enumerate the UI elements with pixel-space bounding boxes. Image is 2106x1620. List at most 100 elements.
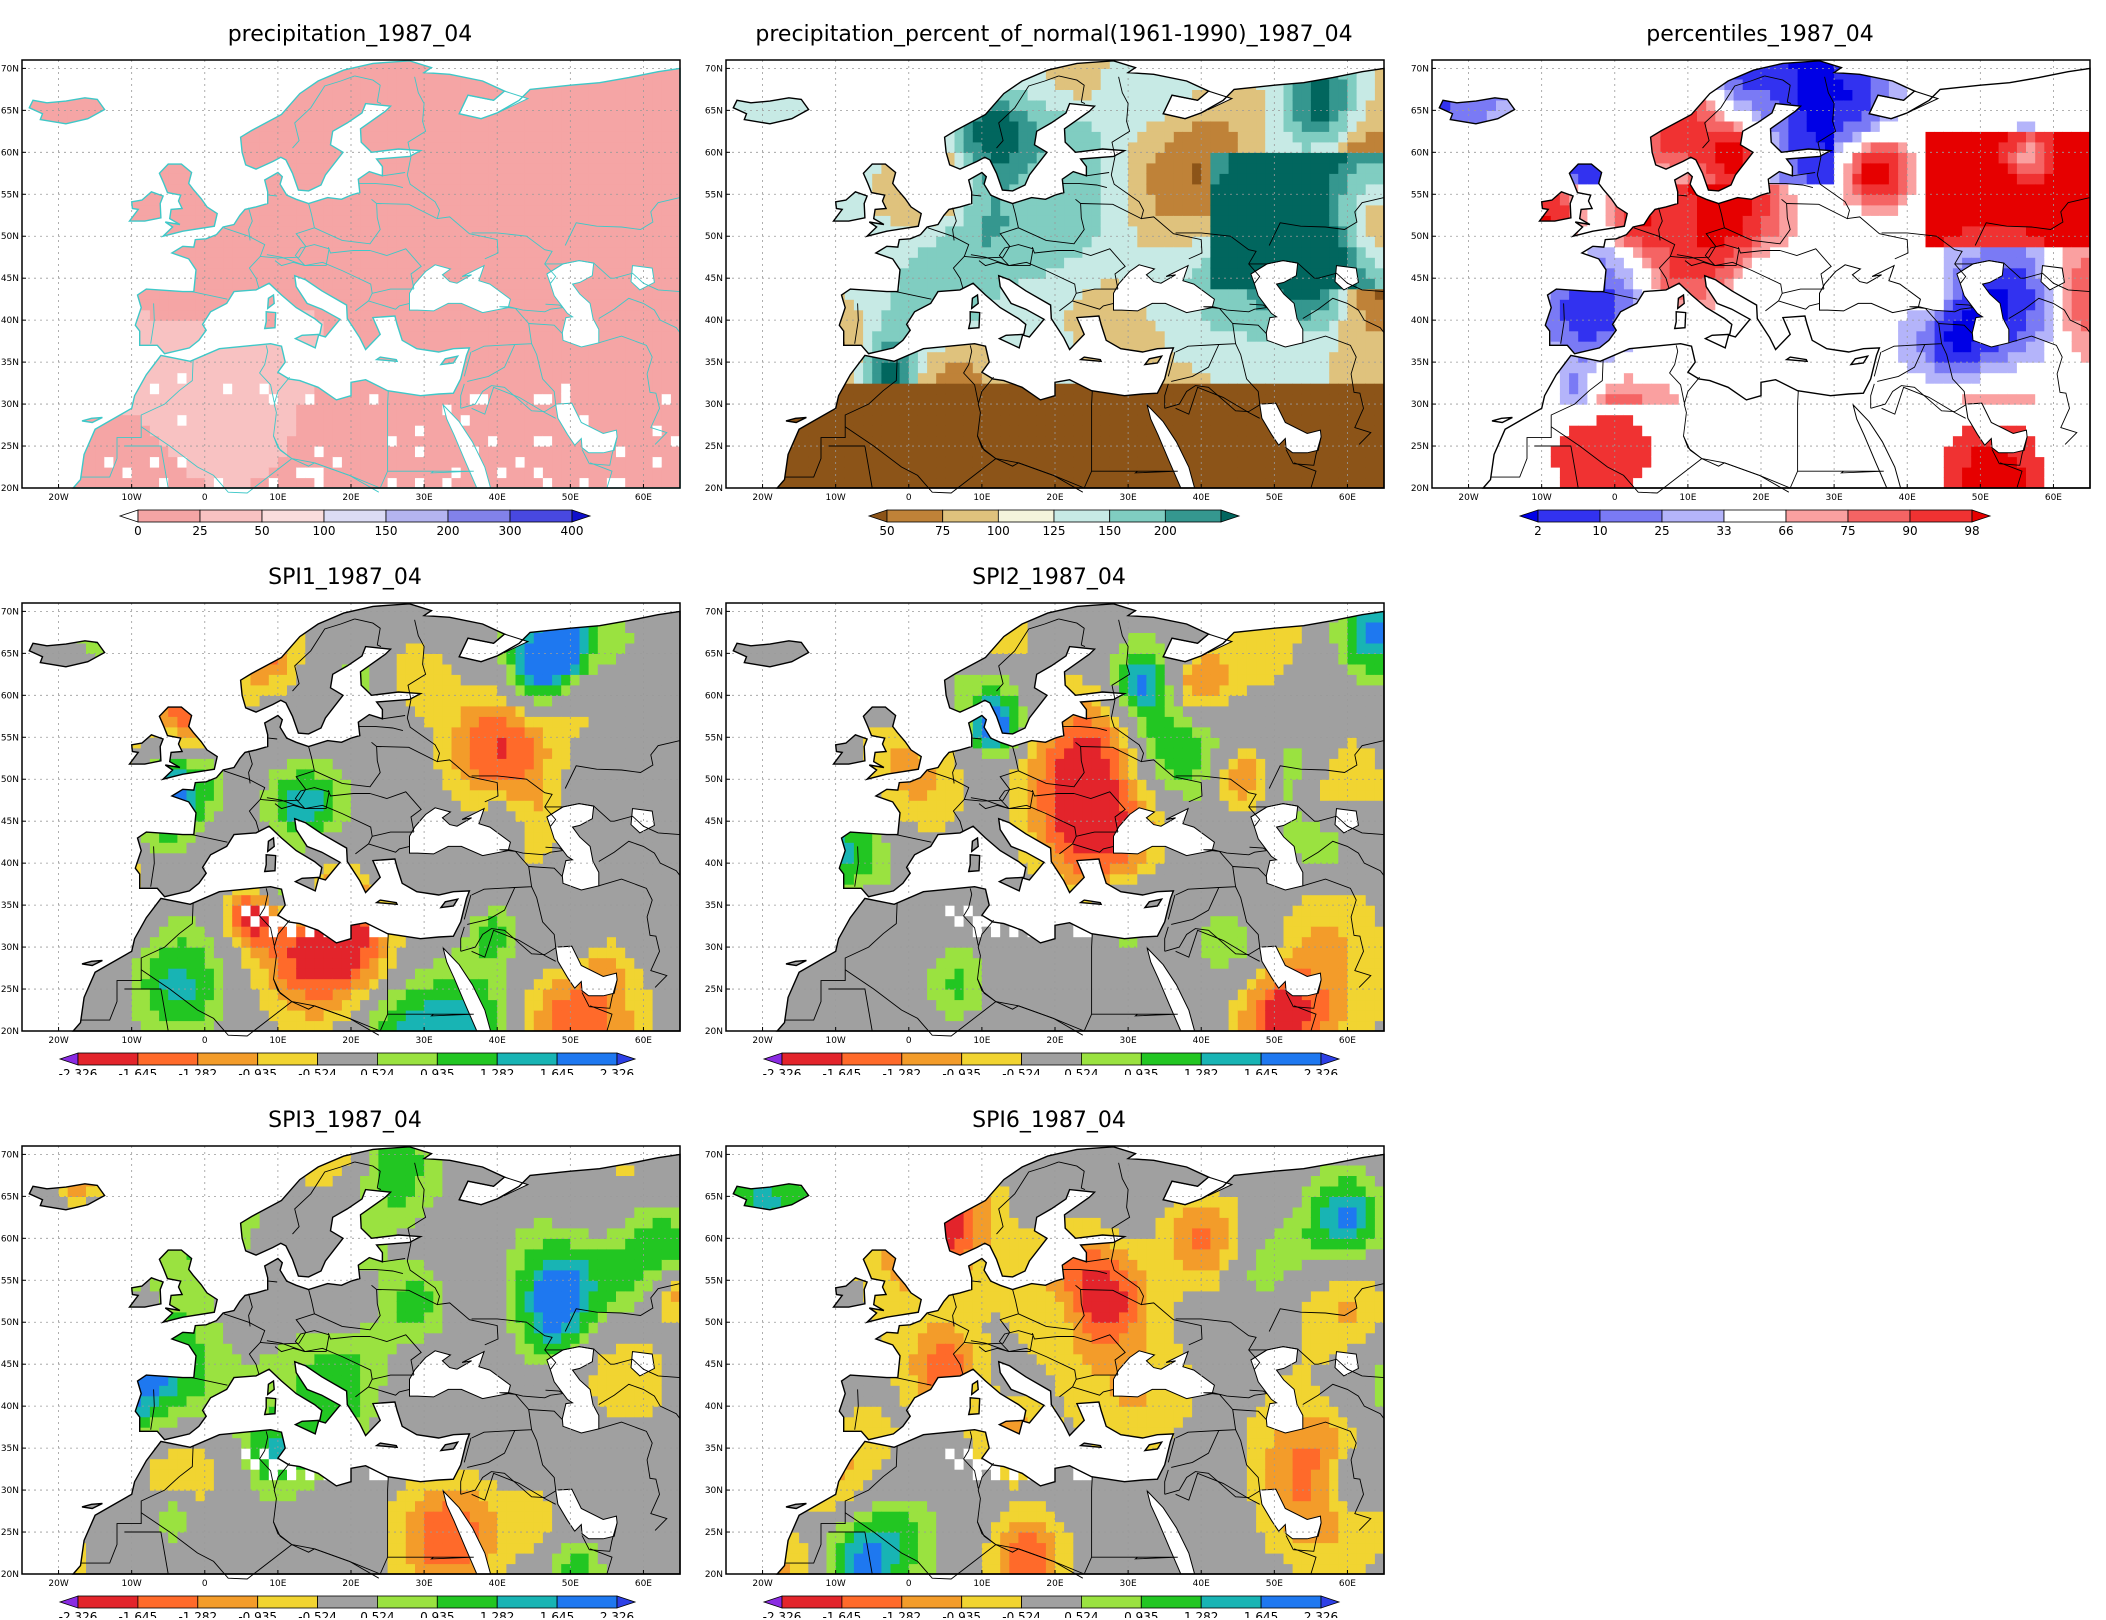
lat-tick-label: 65N — [1, 106, 19, 116]
lat-tick-label: 60N — [705, 148, 723, 158]
colorbar-box — [1053, 509, 1111, 523]
lat-tick-label: 60N — [1, 1234, 19, 1244]
lat-tick-label: 20N — [705, 484, 723, 494]
colorbar-label: 50 — [254, 524, 269, 538]
lat-tick-label: 45N — [705, 274, 723, 284]
spi2-map: 70N 65N 60N 55N 50N 45N 40N 35N 30N 25N 20N 20W 10W 0… — [705, 602, 1385, 1075]
colorbar-box — [137, 509, 201, 523]
lat-tick-label: 35N — [705, 901, 723, 911]
lon-tick-label: 0 — [202, 1036, 208, 1046]
colorbar-box — [436, 1595, 498, 1609]
colorbar-label: 0.935 — [420, 1610, 454, 1618]
lon-tick-label: 0 — [906, 493, 912, 503]
colorbar-label: 1.645 — [540, 1610, 574, 1618]
colorbar-box — [1140, 1595, 1202, 1609]
lon-tick-label: 40E — [1193, 1579, 1210, 1589]
colorbar-label: -1.282 — [882, 1067, 921, 1075]
lon-tick-label: 50E — [562, 493, 579, 503]
lon-tick-label: 10W — [825, 1579, 845, 1589]
lon-tick-label: 10E — [973, 493, 990, 503]
colorbar-label: 2.326 — [1304, 1610, 1338, 1618]
lon-tick-label: 30E — [1826, 493, 1843, 503]
lat-tick-label: 35N — [1411, 358, 1429, 368]
lat-tick-label: 25N — [705, 1528, 723, 1538]
colorbar-label: 0.524 — [1064, 1067, 1098, 1075]
colorbar-box — [317, 1052, 378, 1066]
lon-tick-label: 0 — [906, 1579, 912, 1589]
colorbar-box — [901, 1595, 963, 1609]
colorbar-box — [317, 1595, 378, 1609]
colorbar-label: 50 — [879, 524, 894, 538]
lon-tick-label: 20W — [48, 1579, 68, 1589]
colorbar-label: -1.282 — [178, 1067, 217, 1075]
lat-tick-label: 70N — [705, 1150, 723, 1160]
colorbar-cap-left — [118, 509, 139, 523]
colorbar-label: 0.524 — [1064, 1610, 1098, 1618]
colorbar-label: 100 — [313, 524, 336, 538]
lon-tick-label: 20E — [342, 1036, 359, 1046]
lat-tick-label: 20N — [1, 1570, 19, 1580]
lat-tick-label: 25N — [1, 1528, 19, 1538]
lon-tick-label: 20W — [48, 493, 68, 503]
map-panel-spi2: SPI2_1987_04 70N 65N 60N 55N 50N 45N 40N 35N 30N… — [704, 565, 1394, 1075]
lat-tick-label: 30N — [1, 400, 19, 410]
colorbar-box — [841, 1052, 903, 1066]
colorbar-label: 33 — [1716, 524, 1731, 538]
lon-tick-label: 0 — [1612, 493, 1618, 503]
lon-tick-label: 40E — [489, 1579, 506, 1589]
colorbar: -2.326 -1.645 -1.282 -0.935 -0.524 0.524 0.935… — [59, 1052, 637, 1075]
colorbar-label: 1.282 — [480, 1067, 514, 1075]
colorbar-cap-left — [762, 1595, 783, 1609]
lat-tick-label: 30N — [1, 943, 19, 953]
colorbar-label: 75 — [935, 524, 950, 538]
colorbar-label: 2 — [1534, 524, 1542, 538]
lat-tick-label: 25N — [1, 985, 19, 995]
lat-tick-label: 65N — [705, 106, 723, 116]
colorbar-box — [197, 1595, 259, 1609]
spi3-map: 70N 65N 60N 55N 50N 45N 40N 35N 30N 25N 20N 20W 10W 0… — [1, 1145, 681, 1618]
colorbar-label: -0.935 — [942, 1067, 981, 1075]
lon-tick-label: 10W — [121, 493, 141, 503]
colorbar: 0 25 50 100 150 200 300 400 — [118, 509, 592, 538]
lon-tick-label: 50E — [562, 1036, 579, 1046]
colorbar-box — [509, 509, 573, 523]
colorbar-label: -2.326 — [763, 1610, 802, 1618]
lon-tick-label: 0 — [906, 1036, 912, 1046]
colorbar-box — [257, 1595, 319, 1609]
lat-tick-label: 20N — [1411, 484, 1429, 494]
lon-tick-label: 60E — [1339, 1036, 1356, 1046]
colorbar-label: 400 — [561, 524, 584, 538]
lat-tick-label: 60N — [1411, 148, 1429, 158]
lon-tick-label: 60E — [2045, 493, 2062, 503]
lat-tick-label: 40N — [1, 316, 19, 326]
lon-tick-label: 0 — [202, 493, 208, 503]
lat-tick-label: 60N — [1, 148, 19, 158]
lat-tick-label: 40N — [1, 1402, 19, 1412]
colorbar-label: -0.935 — [238, 1067, 277, 1075]
lon-tick-label: 60E — [1339, 1579, 1356, 1589]
colorbar-cap-right — [571, 509, 592, 523]
lon-tick-label: 20E — [1046, 1036, 1063, 1046]
colorbar-box — [436, 1052, 498, 1066]
colorbar: 50 75 100 125 150 200 — [867, 509, 1241, 538]
panel-title: SPI2_1987_04 — [704, 565, 1394, 590]
percentiles-map: 70N 65N 60N 55N 50N 45N 40N 35N 30N 25N 20N 20W 10W 0… — [1411, 59, 2091, 538]
lon-tick-label: 30E — [416, 1579, 433, 1589]
colorbar-box — [1080, 1052, 1142, 1066]
colorbar-label: 1.645 — [1244, 1610, 1278, 1618]
colorbar-label: 1.282 — [1184, 1610, 1218, 1618]
lat-tick-label: 25N — [1, 442, 19, 452]
lat-tick-label: 55N — [1, 1276, 19, 1286]
lat-tick-label: 50N — [1, 1318, 19, 1328]
colorbar-label: -1.282 — [882, 1610, 921, 1618]
colorbar-label: 1.282 — [480, 1610, 514, 1618]
colorbar-box — [137, 1595, 199, 1609]
panel-title: precipitation_percent_of_normal(1961-199… — [704, 22, 1404, 47]
colorbar-label: -2.326 — [59, 1610, 98, 1618]
lat-tick-label: 25N — [705, 442, 723, 452]
colorbar-label: -1.645 — [823, 1067, 862, 1075]
colorbar-box — [199, 509, 263, 523]
colorbar-box — [1021, 1595, 1082, 1609]
colorbar-cap-right — [1320, 1595, 1341, 1609]
lat-tick-label: 70N — [705, 64, 723, 74]
